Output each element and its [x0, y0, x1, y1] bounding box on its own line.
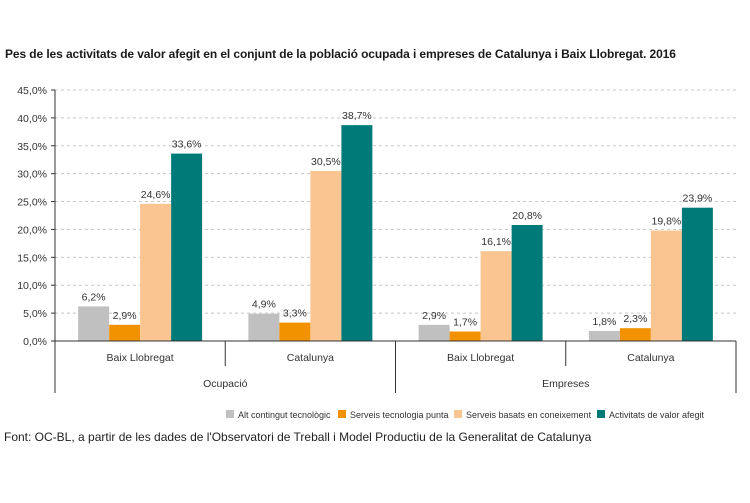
- bar: [418, 324, 450, 341]
- legend-swatch: [454, 410, 462, 418]
- x-tick-label: Catalunya: [287, 352, 334, 364]
- data-labels: 6,2% 2,9% 24,6% 33,6% 4,9% 3,3% 30,5% 38,7% 2,9%…: [82, 110, 713, 328]
- legend-label: Alt contingut tecnològic: [238, 410, 331, 420]
- x-group-label: Empreses: [542, 378, 589, 390]
- y-axis: 0,0% 5,0% 10,0% 15,0% 20,0% 25,0% 30,0% 35,0% 40…: [17, 85, 56, 393]
- bar: [279, 322, 311, 341]
- source-note: Font: OC-BL, a partir de les dades de l'…: [4, 430, 592, 444]
- bar: [341, 125, 373, 341]
- y-tick-label: 5,0%: [23, 308, 47, 320]
- y-tick-label: 0,0%: [23, 336, 47, 348]
- bar: [248, 313, 280, 341]
- bar: [109, 324, 141, 341]
- y-tick-label: 25,0%: [17, 197, 47, 209]
- data-label: 2,9%: [422, 310, 446, 322]
- x-tick-label: Baix Llobregat: [447, 352, 514, 364]
- data-label: 19,8%: [651, 216, 681, 228]
- bar: [511, 224, 543, 341]
- legend-label: Serveis tecnologia punta: [350, 410, 449, 420]
- y-tick-label: 40,0%: [17, 113, 47, 125]
- bar: [681, 207, 713, 341]
- y-tick-label: 45,0%: [17, 85, 47, 97]
- bar: [449, 331, 481, 341]
- bar: [480, 251, 512, 341]
- data-label: 1,8%: [592, 316, 616, 328]
- data-label: 38,7%: [342, 110, 372, 122]
- legend-label: Activitats de valor afegit: [609, 410, 705, 420]
- data-label: 2,3%: [623, 313, 647, 325]
- y-tick-label: 15,0%: [17, 252, 47, 264]
- bar: [310, 170, 342, 341]
- bar: [588, 330, 620, 341]
- data-label: 33,6%: [172, 139, 202, 151]
- chart-title: Pes de les activitats de valor afegit en…: [5, 47, 676, 61]
- data-label: 23,9%: [682, 193, 712, 205]
- data-label: 6,2%: [82, 291, 106, 303]
- legend: Alt contingut tecnològic Serveis tecnolog…: [226, 410, 705, 420]
- bar: [78, 306, 110, 341]
- y-tick-label: 20,0%: [17, 224, 47, 236]
- legend-label: Serveis basats en coneixement: [466, 410, 592, 420]
- y-tick-label: 35,0%: [17, 141, 47, 153]
- y-tick-label: 10,0%: [17, 280, 47, 292]
- legend-swatch: [226, 410, 234, 418]
- bar: [619, 328, 651, 341]
- data-label: 4,9%: [252, 299, 276, 311]
- data-label: 2,9%: [113, 310, 137, 322]
- x-tick-label: Baix Llobregat: [107, 352, 174, 364]
- bar: [140, 203, 172, 341]
- x-group-label: Ocupació: [203, 378, 248, 390]
- bar: [650, 230, 682, 341]
- data-label: 3,3%: [283, 308, 307, 320]
- bar: [171, 153, 203, 341]
- legend-swatch: [338, 410, 346, 418]
- x-axis: Baix Llobregat Catalunya Baix Llobregat Cat…: [54, 340, 737, 393]
- x-tick-label: Catalunya: [627, 352, 674, 364]
- y-tick-label: 30,0%: [17, 169, 47, 181]
- data-label: 30,5%: [311, 156, 341, 168]
- data-label: 24,6%: [141, 189, 171, 201]
- bars: [78, 125, 713, 341]
- data-label: 20,8%: [512, 210, 542, 222]
- data-label: 16,1%: [481, 236, 511, 248]
- data-label: 1,7%: [453, 317, 477, 329]
- legend-swatch: [597, 410, 605, 418]
- bar-chart: 0,0% 5,0% 10,0% 15,0% 20,0% 25,0% 30,0% 35,0% 40…: [17, 85, 737, 420]
